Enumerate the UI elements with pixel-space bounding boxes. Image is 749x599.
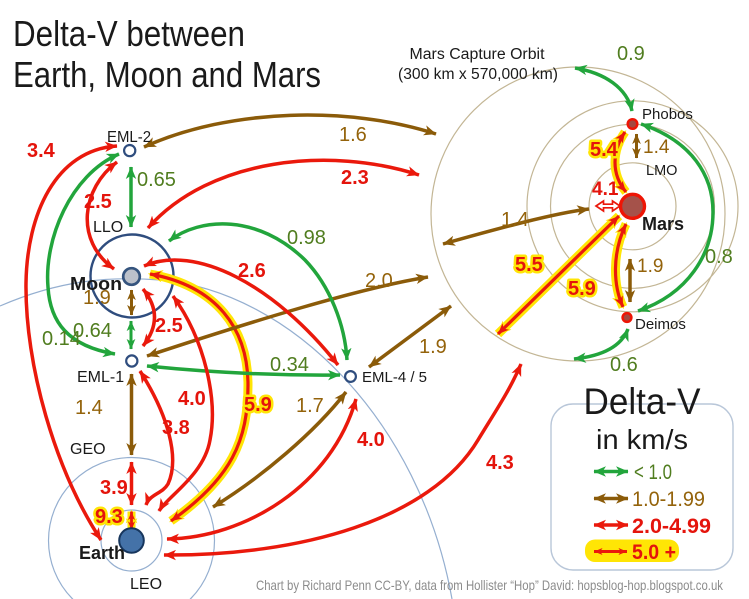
svg-text:Phobos: Phobos	[642, 106, 693, 123]
svg-text:3.8: 3.8	[162, 417, 190, 439]
svg-text:2.6: 2.6	[238, 260, 266, 282]
svg-text:LMO: LMO	[646, 163, 677, 179]
svg-text:5.9: 5.9	[244, 394, 272, 416]
svg-text:GEO: GEO	[70, 441, 106, 458]
svg-text:Mars Capture Orbit: Mars Capture Orbit	[410, 46, 546, 63]
svg-text:1.9: 1.9	[83, 287, 111, 309]
svg-text:1.0-1.99: 1.0-1.99	[632, 488, 705, 511]
svg-text:3.4: 3.4	[27, 140, 56, 162]
svg-text:Deimos: Deimos	[635, 316, 686, 333]
svg-text:4.3: 4.3	[486, 452, 514, 474]
svg-text:5.5: 5.5	[515, 254, 543, 276]
svg-text:1.4: 1.4	[75, 397, 103, 419]
svg-text:LLO: LLO	[93, 219, 123, 236]
svg-text:9.3: 9.3	[95, 506, 123, 528]
svg-text:1.9: 1.9	[637, 256, 663, 277]
svg-text:LEO: LEO	[130, 576, 162, 593]
svg-text:Chart by Richard Penn CC-BY, d: Chart by Richard Penn CC-BY, data from H…	[256, 577, 724, 593]
svg-text:Delta-V: Delta-V	[584, 381, 701, 422]
svg-text:in km/s: in km/s	[596, 424, 688, 455]
svg-text:0.98: 0.98	[287, 227, 326, 249]
svg-text:2.3: 2.3	[341, 167, 369, 189]
svg-text:(300 km x 570,000 km): (300 km x 570,000 km)	[398, 66, 558, 83]
svg-text:5.9: 5.9	[568, 278, 596, 300]
svg-text:1.4: 1.4	[643, 137, 670, 158]
svg-text:2.0-4.99: 2.0-4.99	[632, 515, 711, 538]
svg-text:< 1.0: < 1.0	[634, 461, 672, 484]
svg-text:0.14: 0.14	[42, 328, 81, 350]
svg-text:1.7: 1.7	[296, 395, 324, 417]
svg-text:Earth: Earth	[79, 543, 125, 563]
svg-text:1.9: 1.9	[419, 336, 447, 358]
svg-text:2.0: 2.0	[365, 270, 393, 292]
svg-text:Moon: Moon	[70, 274, 122, 294]
svg-text:5.5: 5.5	[515, 254, 543, 276]
svg-text:2.5: 2.5	[155, 315, 183, 337]
svg-text:EML-2: EML-2	[107, 129, 151, 146]
svg-text:4.1: 4.1	[592, 179, 619, 200]
svg-text:5.0 +: 5.0 +	[632, 541, 676, 564]
svg-text:5.4: 5.4	[590, 139, 619, 161]
svg-text:0.64: 0.64	[73, 320, 112, 342]
svg-text:4.0: 4.0	[357, 429, 385, 451]
svg-text:EML-1: EML-1	[77, 369, 124, 386]
svg-text:0.34: 0.34	[270, 354, 309, 376]
svg-text:0.6: 0.6	[610, 354, 638, 376]
svg-text:4.0: 4.0	[178, 388, 206, 410]
svg-text:5.9: 5.9	[244, 394, 272, 416]
svg-text:5.9: 5.9	[568, 278, 596, 300]
svg-text:1.4: 1.4	[501, 209, 529, 231]
svg-text:0.65: 0.65	[137, 169, 176, 191]
svg-text:Delta-V between: Delta-V between	[13, 13, 245, 54]
svg-text:Mars: Mars	[642, 214, 684, 234]
svg-text:1.6: 1.6	[339, 124, 367, 146]
svg-text:2.5: 2.5	[84, 191, 112, 213]
svg-text:Earth, Moon and Mars: Earth, Moon and Mars	[13, 54, 321, 95]
svg-text:3.9: 3.9	[100, 477, 128, 499]
svg-text:5.4: 5.4	[590, 139, 619, 161]
svg-text:EML-4 / 5: EML-4 / 5	[362, 369, 427, 386]
svg-text:0.8: 0.8	[705, 246, 733, 268]
svg-text:0.9: 0.9	[617, 43, 645, 65]
svg-text:9.3: 9.3	[95, 506, 123, 528]
